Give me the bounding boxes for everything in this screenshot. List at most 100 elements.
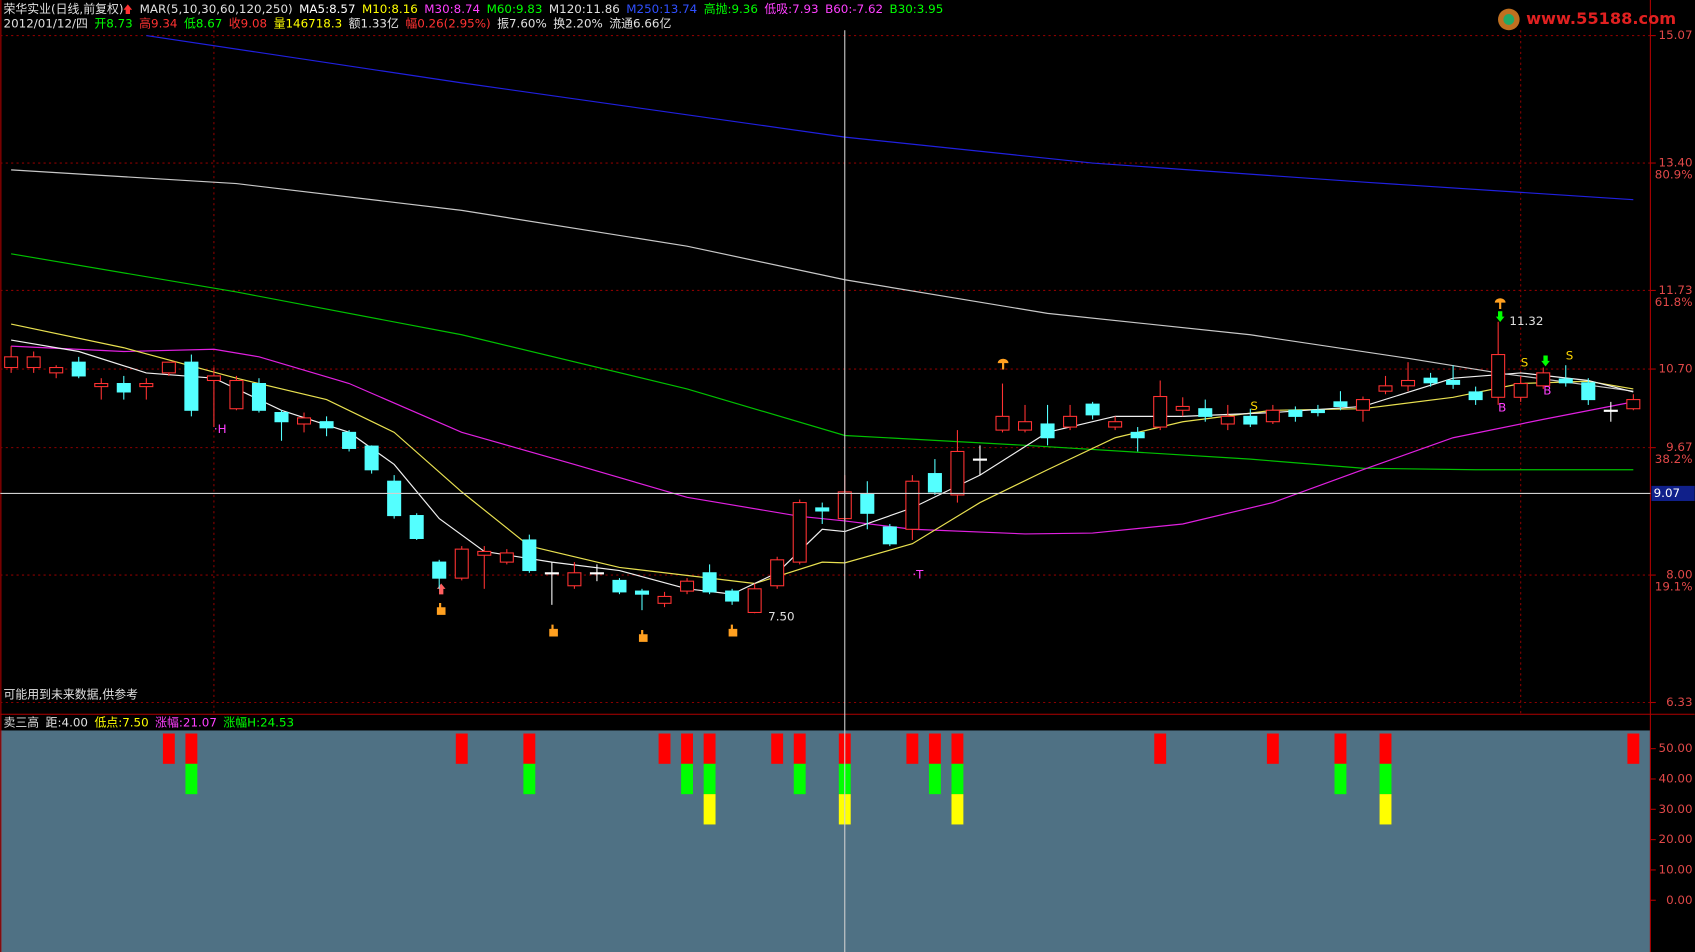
- signal-bar: [928, 733, 941, 764]
- candle-body: [206, 375, 221, 382]
- candle-body: [522, 539, 537, 572]
- header-item: 额1.33亿: [349, 16, 399, 30]
- candle-body: [567, 572, 582, 587]
- candle-body: [680, 580, 695, 592]
- candle-body: [927, 473, 942, 493]
- candle-body: [1513, 383, 1528, 398]
- y-tick-label: 50.00: [1659, 741, 1693, 755]
- candle-body: [4, 356, 19, 369]
- annotation: ·T: [912, 568, 924, 582]
- candle-body: [1153, 395, 1168, 428]
- indicator-background: [0, 730, 1651, 952]
- y-tick-label: 20.00: [1659, 832, 1693, 846]
- candle-body: [702, 572, 717, 593]
- candle-body: [1491, 354, 1506, 398]
- y-tick-label: 13.40: [1659, 156, 1693, 170]
- signal-bar: [1627, 733, 1640, 764]
- hand-icon: [549, 624, 558, 637]
- signal-bar: [162, 733, 175, 764]
- signal-bar: [455, 733, 468, 764]
- candle-body: [499, 552, 514, 563]
- y-tick-label: 10.70: [1659, 362, 1693, 376]
- signal-bar: [1334, 733, 1347, 764]
- header-item: B60:-7.62: [825, 2, 883, 16]
- candle-body: [1581, 382, 1596, 401]
- header-item: 流通6.66亿: [609, 16, 671, 30]
- candle-body: [1108, 421, 1123, 428]
- candle-body: [1198, 408, 1213, 417]
- candle-body: [770, 559, 785, 587]
- candle-body: [1626, 399, 1641, 410]
- y-tick-note: 61.8%: [1655, 295, 1693, 309]
- y-tick-label: 9.67: [1666, 440, 1692, 454]
- crosshair-label: 9.07: [1654, 486, 1680, 500]
- candle-body: [792, 502, 807, 563]
- header-item: MA5:8.57: [299, 2, 355, 16]
- header-item: M60:9.83: [487, 2, 543, 16]
- down-arrow-icon: [1541, 355, 1550, 367]
- candle-body: [1288, 409, 1303, 417]
- candle-body: [1378, 385, 1393, 392]
- signal-bar: [793, 763, 806, 795]
- annotation: 11.32: [1509, 314, 1543, 328]
- header-item: M120:11.86: [549, 2, 620, 16]
- candle-body: [1220, 415, 1235, 425]
- candle-body: [1017, 421, 1033, 431]
- signal-bar: [1154, 733, 1167, 764]
- candle-body: [229, 379, 244, 410]
- y-tick-label: 10.00: [1659, 862, 1693, 876]
- candle-body: [274, 412, 289, 423]
- annotation: ·H: [214, 422, 227, 436]
- header-item: B30:3.95: [890, 2, 944, 16]
- candle-body: [251, 383, 266, 411]
- candle-body: [634, 590, 650, 595]
- candle-body: [1175, 405, 1190, 411]
- header-item: 高9.34: [139, 16, 177, 30]
- y-tick-label: 15.07: [1659, 28, 1693, 42]
- header-item: 距:4.00: [46, 715, 88, 729]
- candle-body: [612, 579, 627, 593]
- y-tick-label: 6.33: [1666, 695, 1692, 709]
- watermark: www.55188.com: [1526, 9, 1676, 28]
- header-item: 量146718.3: [274, 16, 343, 30]
- candle-body: [882, 526, 897, 545]
- signal-bar: [185, 733, 198, 764]
- y-tick-note: 19.1%: [1655, 579, 1693, 593]
- candle-body: [905, 480, 920, 530]
- candle-body: [1085, 403, 1100, 416]
- candle-body: [477, 550, 492, 556]
- candle-body: [1423, 377, 1438, 384]
- signal-bar: [951, 733, 964, 764]
- candle-body: [184, 361, 199, 411]
- candle-body: [950, 450, 965, 496]
- candle-body: [995, 415, 1010, 431]
- annotation: B: [1543, 384, 1551, 398]
- candle-body: [71, 361, 86, 377]
- signal-bar: [658, 733, 671, 764]
- signal-bar: [681, 733, 693, 764]
- y-tick-note: 38.2%: [1655, 452, 1693, 466]
- candle-body: [1310, 409, 1325, 414]
- signal-bar: [1334, 763, 1347, 795]
- signal-bar: [906, 733, 919, 764]
- candle-body: [1536, 372, 1551, 387]
- candle-body: [49, 366, 64, 374]
- icon-arrow: [123, 4, 133, 15]
- y-tick-label: 40.00: [1659, 771, 1693, 785]
- logo: [1503, 14, 1515, 25]
- hand-icon: [728, 624, 738, 637]
- candle-body: [1603, 409, 1618, 412]
- signal-bar: [681, 763, 693, 795]
- signal-bar: [1379, 733, 1392, 764]
- mushroom-icon: [997, 358, 1009, 370]
- candle-body: [589, 572, 604, 575]
- candle-body: [319, 421, 334, 429]
- header-item: MAR(5,10,30,60,120,250): [140, 2, 293, 16]
- annotation: 7.50: [768, 610, 794, 624]
- crosshair-label-box: [1651, 485, 1695, 501]
- candle-body: [747, 588, 762, 614]
- candle-body: [342, 431, 357, 449]
- header-item: 卖三高: [4, 715, 40, 729]
